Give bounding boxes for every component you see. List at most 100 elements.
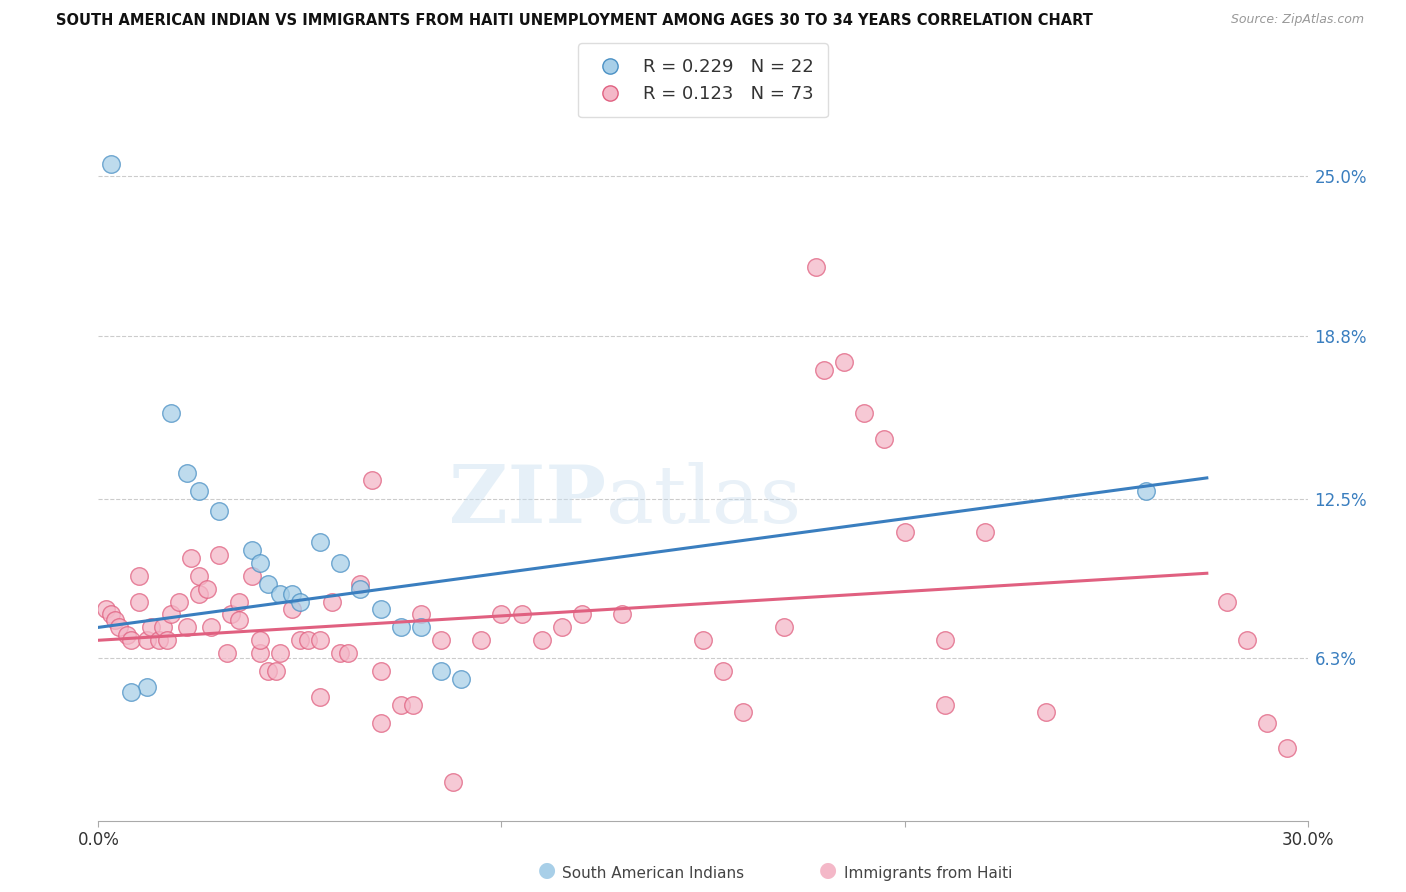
Point xyxy=(450,672,472,686)
Point xyxy=(228,613,250,627)
Point xyxy=(269,587,291,601)
Point xyxy=(120,633,142,648)
Point xyxy=(135,633,157,648)
Point xyxy=(361,474,384,488)
Point xyxy=(281,602,304,616)
Point xyxy=(1256,715,1278,730)
Point xyxy=(120,685,142,699)
Point xyxy=(974,524,997,539)
Point xyxy=(188,587,211,601)
Point xyxy=(349,576,371,591)
Point xyxy=(309,535,332,549)
Point xyxy=(772,620,794,634)
Point xyxy=(530,633,553,648)
Point xyxy=(107,620,129,634)
Point xyxy=(813,362,835,376)
Point xyxy=(281,587,304,601)
Point xyxy=(176,620,198,634)
Point xyxy=(188,569,211,583)
Point xyxy=(389,620,412,634)
Point xyxy=(1035,706,1057,720)
Point xyxy=(441,775,464,789)
Text: ●: ● xyxy=(818,861,844,880)
Point xyxy=(804,260,827,274)
Point xyxy=(240,543,263,558)
Point xyxy=(228,594,250,608)
Point xyxy=(329,646,352,660)
Point xyxy=(370,715,392,730)
Point xyxy=(510,607,533,622)
Text: SOUTH AMERICAN INDIAN VS IMMIGRANTS FROM HAITI UNEMPLOYMENT AMONG AGES 30 TO 34 : SOUTH AMERICAN INDIAN VS IMMIGRANTS FROM… xyxy=(56,13,1092,29)
Point xyxy=(139,620,162,634)
Point xyxy=(402,698,425,712)
Point xyxy=(256,664,278,678)
Point xyxy=(832,355,855,369)
Point xyxy=(309,690,332,704)
Point xyxy=(217,646,239,660)
Point xyxy=(128,569,150,583)
Point xyxy=(135,680,157,694)
Point xyxy=(571,607,593,622)
Point xyxy=(321,594,343,608)
Point xyxy=(156,633,179,648)
Point xyxy=(200,620,222,634)
Point xyxy=(167,594,190,608)
Point xyxy=(297,633,319,648)
Point xyxy=(128,594,150,608)
Point xyxy=(96,602,118,616)
Point xyxy=(370,664,392,678)
Point xyxy=(612,607,634,622)
Point xyxy=(430,633,453,648)
Point xyxy=(269,646,291,660)
Point xyxy=(309,633,332,648)
Point xyxy=(264,664,287,678)
Point xyxy=(221,607,243,622)
Point xyxy=(249,633,271,648)
Text: atlas: atlas xyxy=(606,461,801,540)
Point xyxy=(409,620,432,634)
Point xyxy=(288,633,311,648)
Text: South American Indians: South American Indians xyxy=(562,866,745,881)
Point xyxy=(337,646,360,660)
Point xyxy=(430,664,453,678)
Point xyxy=(711,664,734,678)
Point xyxy=(208,548,231,562)
Point xyxy=(934,633,956,648)
Point xyxy=(160,607,183,622)
Point xyxy=(148,633,170,648)
Legend: R = 0.229   N = 22, R = 0.123   N = 73: R = 0.229 N = 22, R = 0.123 N = 73 xyxy=(578,44,828,118)
Point xyxy=(1236,633,1258,648)
Point xyxy=(188,483,211,498)
Text: ●: ● xyxy=(537,861,562,880)
Point xyxy=(1277,741,1299,756)
Point xyxy=(853,407,876,421)
Point xyxy=(180,550,202,565)
Point xyxy=(692,633,714,648)
Point xyxy=(115,628,138,642)
Point xyxy=(249,646,271,660)
Point xyxy=(240,569,263,583)
Point xyxy=(491,607,513,622)
Point xyxy=(370,602,392,616)
Point xyxy=(103,613,125,627)
Point xyxy=(409,607,432,622)
Point xyxy=(873,432,896,446)
Point xyxy=(551,620,574,634)
Point xyxy=(249,556,271,570)
Point xyxy=(152,620,174,634)
Point xyxy=(100,607,122,622)
Point xyxy=(1135,483,1157,498)
Point xyxy=(389,698,412,712)
Point xyxy=(160,407,183,421)
Point xyxy=(176,466,198,480)
Point xyxy=(288,594,311,608)
Point xyxy=(470,633,492,648)
Text: Immigrants from Haiti: Immigrants from Haiti xyxy=(844,866,1012,881)
Text: Source: ZipAtlas.com: Source: ZipAtlas.com xyxy=(1230,13,1364,27)
Point xyxy=(256,576,278,591)
Point xyxy=(100,156,122,170)
Point xyxy=(934,698,956,712)
Point xyxy=(349,582,371,596)
Text: ZIP: ZIP xyxy=(450,461,606,540)
Point xyxy=(1216,594,1239,608)
